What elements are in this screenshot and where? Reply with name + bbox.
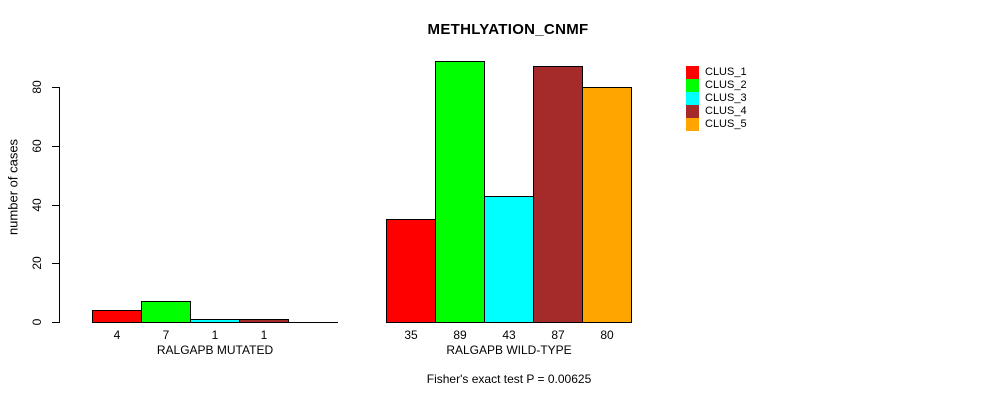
group-axis-label: RALGAPB MUTATED	[156, 343, 274, 357]
bar-clus_2	[141, 301, 191, 323]
legend-item: CLUS_1	[686, 66, 747, 79]
bar-clus_2	[435, 61, 485, 323]
bar-count-label: 7	[162, 328, 170, 342]
y-tick-label: 80	[30, 80, 44, 94]
y-axis-label: number of cases	[5, 138, 21, 236]
bar-clus_1	[92, 310, 142, 323]
bar-count-label: 87	[551, 328, 565, 342]
bar-clus_5	[582, 87, 632, 323]
bar-count-label: 89	[453, 328, 467, 342]
bar-group	[92, 87, 338, 323]
legend-swatch-clus_3	[686, 92, 699, 105]
legend: CLUS_1 CLUS_2 CLUS_3 CLUS_4 CLUS_5	[686, 66, 747, 131]
legend-item: CLUS_5	[686, 118, 747, 131]
chart-title: METHLYATION_CNMF	[427, 21, 589, 38]
y-tick-mark	[52, 322, 59, 323]
legend-item: CLUS_3	[686, 92, 747, 105]
y-tick-label: 20	[30, 256, 44, 270]
y-tick-mark	[52, 205, 59, 206]
bar-clus_3	[190, 319, 240, 323]
legend-item: CLUS_2	[686, 79, 747, 92]
y-axis-line	[59, 87, 60, 323]
legend-label: CLUS_1	[705, 66, 747, 78]
legend-label: CLUS_3	[705, 92, 747, 104]
bar-count-label: 35	[404, 328, 418, 342]
y-tick-label: 40	[30, 198, 44, 212]
legend-label: CLUS_5	[705, 118, 747, 130]
legend-swatch-clus_1	[686, 66, 699, 79]
legend-swatch-clus_2	[686, 79, 699, 92]
stat-annotation: Fisher's exact test P = 0.00625	[426, 372, 592, 386]
y-tick-mark	[52, 146, 59, 147]
bar-clus_3	[484, 196, 534, 323]
legend-swatch-clus_4	[686, 105, 699, 118]
y-tick-mark	[52, 263, 59, 264]
group-axis-label: RALGAPB WILD-TYPE	[446, 343, 572, 357]
bar-count-label: 43	[502, 328, 516, 342]
bar-clus_4	[239, 319, 289, 323]
legend-item: CLUS_4	[686, 105, 747, 118]
bar-count-label: 80	[600, 328, 614, 342]
bar-group	[386, 61, 632, 323]
y-tick-label: 0	[30, 318, 44, 326]
bar-count-label: 1	[211, 328, 219, 342]
y-tick-label: 60	[30, 139, 44, 153]
y-tick-mark	[52, 87, 59, 88]
bar-count-label: 4	[113, 328, 121, 342]
legend-label: CLUS_2	[705, 79, 747, 91]
bar-clus_1	[386, 219, 436, 323]
bar-count-label: 1	[260, 328, 268, 342]
legend-swatch-clus_5	[686, 118, 699, 131]
legend-label: CLUS_4	[705, 105, 747, 117]
bar-clus_4	[533, 66, 583, 323]
